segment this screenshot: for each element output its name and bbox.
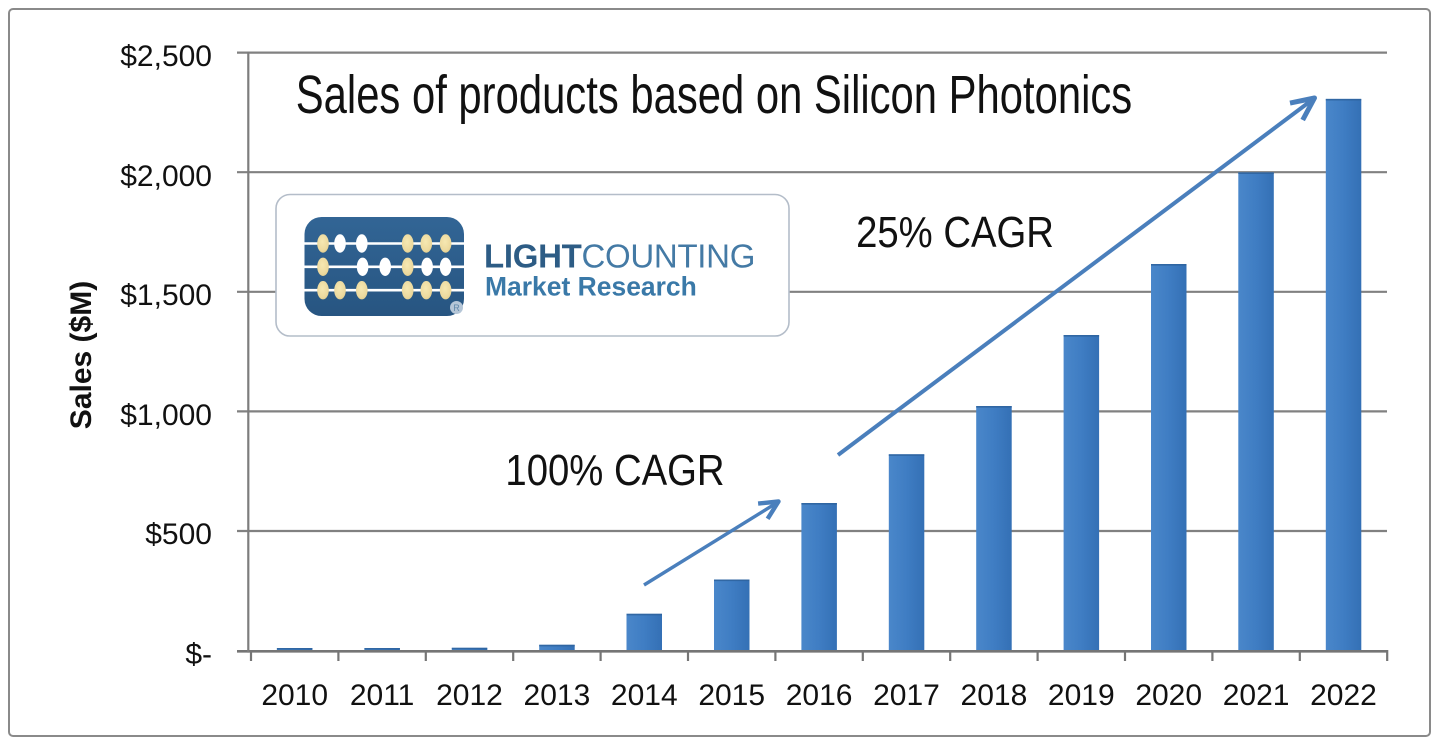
svg-text:R: R [453, 303, 460, 313]
